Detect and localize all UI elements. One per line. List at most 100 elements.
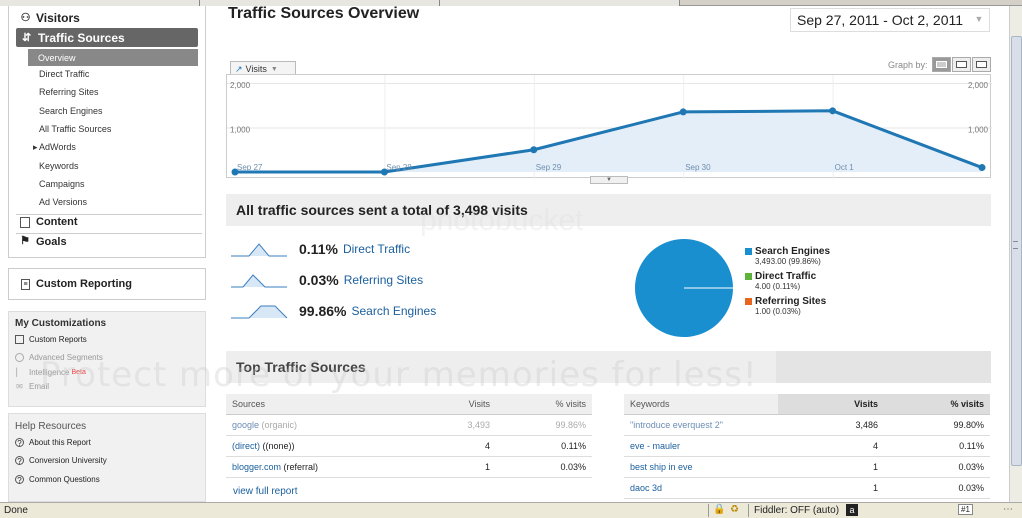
common-questions-link[interactable]: ? Common Questions (15, 472, 100, 486)
chevron-down-icon: ▼ (270, 65, 278, 73)
graph-by-label: Graph by: (888, 60, 928, 70)
visits-chart: 2,000 2,000 1,000 1,000 Sep 27 Sep 28 Sep 29 Se… (226, 74, 992, 179)
email-link[interactable]: ✉ Email (15, 379, 49, 393)
pct-cell: 99.80% (884, 414, 990, 436)
keyword-cell[interactable]: "introduce everquest 2" (624, 414, 778, 436)
about-report-link[interactable]: ? About this Report (15, 435, 91, 449)
graph-by-day-button[interactable] (932, 57, 951, 72)
advanced-segments-link[interactable]: Advanced Segments (15, 350, 103, 364)
data-point[interactable] (679, 108, 687, 116)
browser-tab[interactable] (440, 0, 680, 6)
keyword-cell[interactable]: daoc 3d (624, 477, 778, 499)
summary-link-search[interactable]: Search Engines (351, 304, 437, 318)
data-point[interactable] (380, 168, 388, 176)
sparkline-direct (231, 243, 287, 257)
table-row: daoc 3d 1 0.03% (624, 477, 990, 499)
nav-keywords[interactable]: Keywords (39, 161, 79, 171)
x-tick-label: Oct 1 (835, 163, 855, 172)
chart-resize-handle[interactable]: ▼ (590, 176, 628, 184)
legend-name: Referring Sites (755, 296, 827, 307)
nav-direct-traffic[interactable]: Direct Traffic (39, 69, 90, 79)
visits-cell: 4 (778, 435, 884, 457)
nav-overview[interactable]: Overview (28, 49, 198, 66)
divider (16, 214, 202, 215)
data-point[interactable] (530, 146, 538, 154)
scrollbar-thumb[interactable] (1011, 36, 1022, 466)
nav-campaigns[interactable]: Campaigns (39, 179, 85, 189)
legend-value: 3,493.00 (99.86%) (755, 257, 821, 266)
custom-reports-link[interactable]: Custom Reports (15, 332, 87, 346)
nav-adwords[interactable]: AdWords (33, 139, 76, 155)
conversion-university-label: Conversion University (29, 455, 107, 465)
col-visits[interactable]: Visits (778, 394, 884, 415)
y-tick-label: 1,000 (968, 126, 989, 135)
view-full-report-link[interactable]: view full report (233, 486, 298, 497)
source-cell[interactable]: blogger.com (referral) (226, 456, 426, 478)
legend-name: Search Engines (755, 246, 831, 257)
pct-cell: 0.03% (496, 456, 592, 478)
date-range-text: Sep 27, 2011 - Oct 2, 2011 (797, 12, 964, 28)
col-pct-visits[interactable]: % visits (496, 394, 592, 415)
summary-link-direct[interactable]: Direct Traffic (342, 242, 411, 256)
conversion-university-link[interactable]: ? Conversion University (15, 453, 107, 467)
divider (748, 504, 749, 517)
data-point[interactable] (231, 168, 239, 176)
data-point[interactable] (829, 107, 837, 115)
series-line-visits (235, 109, 983, 174)
col-pct-visits[interactable]: % visits (884, 394, 990, 415)
y-tick-label: 2,000 (230, 81, 251, 90)
legend-direct-traffic: Direct Traffic 4.00 (0.11%) (745, 271, 830, 291)
divider (708, 504, 709, 517)
col-keywords[interactable]: Keywords (624, 394, 778, 415)
certificate-icon[interactable]: ♻ (730, 504, 739, 515)
advanced-segments-label: Advanced Segments (29, 352, 103, 362)
custom-reporting-link[interactable]: ≡ Custom Reporting (8, 268, 206, 300)
sources-table: Sources Visits % visits google (organic)… (226, 394, 592, 478)
person-icon: ⚇ (20, 11, 31, 24)
series-area-visits (235, 110, 982, 172)
nav-all-traffic-sources[interactable]: All Traffic Sources (39, 124, 112, 134)
metric-selector[interactable]: ↗ Visits ▼ (230, 61, 296, 76)
summary-link-referring[interactable]: Referring Sites (343, 273, 424, 287)
browser-tab[interactable] (0, 0, 200, 6)
custom-reports-label: Custom Reports (29, 334, 87, 344)
header-highlight (776, 351, 991, 383)
addon-icon[interactable]: a (846, 504, 858, 516)
browser-tab[interactable] (200, 0, 440, 6)
pct-cell: 0.11% (496, 435, 592, 457)
browser-status-bar: Done 🔒 ♻ Fiddler: OFF (auto) a #1 ⋯ (0, 502, 1022, 518)
report-nav (8, 6, 206, 258)
content-icon (20, 216, 30, 228)
nav-overview-label: Overview (38, 52, 76, 63)
notification-badge[interactable]: #1 (958, 504, 973, 515)
col-visits[interactable]: Visits (426, 394, 496, 415)
fiddler-status[interactable]: Fiddler: OFF (auto) (754, 505, 840, 516)
table-row: "introduce everquest 2" 3,486 99.80% (624, 414, 990, 436)
nav-goals[interactable]: ⚑ Goals (20, 233, 67, 251)
graph-by-month-button[interactable] (972, 57, 991, 72)
vertical-scrollbar[interactable] (1009, 6, 1022, 502)
keyword-cell[interactable]: best ship in eve (624, 456, 778, 478)
data-point[interactable] (978, 164, 986, 172)
date-range-picker[interactable]: Sep 27, 2011 - Oct 2, 2011 ▼ (790, 8, 990, 32)
summary-pct-referring: 0.03% (299, 272, 339, 288)
nav-content-label: Content (36, 216, 78, 228)
graph-by-week-button[interactable] (952, 57, 971, 72)
col-sources[interactable]: Sources (226, 394, 426, 415)
keyword-cell[interactable]: eve - mauler (624, 435, 778, 457)
table-row: google (organic) 3,493 99.86% (226, 414, 592, 436)
nav-traffic-sources[interactable]: ⇵ Traffic Sources (16, 28, 198, 47)
nav-content[interactable]: Content (20, 213, 78, 231)
source-cell[interactable]: google (organic) (226, 414, 426, 436)
pie-legend: Search Engines 3,493.00 (99.86%) Direct … (745, 246, 830, 321)
nav-visitors[interactable]: ⚇ Visitors (20, 9, 80, 27)
intelligence-link[interactable]: ▏ Intelligence Beta (15, 365, 85, 379)
legend-swatch (745, 298, 752, 305)
nav-search-engines[interactable]: Search Engines (39, 106, 103, 116)
nav-referring-sites[interactable]: Referring Sites (39, 87, 99, 97)
x-tick-label: Sep 29 (536, 163, 562, 172)
source-cell[interactable]: (direct) ((none)) (226, 435, 426, 457)
y-tick-label: 1,000 (230, 126, 251, 135)
pct-cell: 0.11% (884, 435, 990, 457)
nav-ad-versions[interactable]: Ad Versions (39, 197, 88, 207)
